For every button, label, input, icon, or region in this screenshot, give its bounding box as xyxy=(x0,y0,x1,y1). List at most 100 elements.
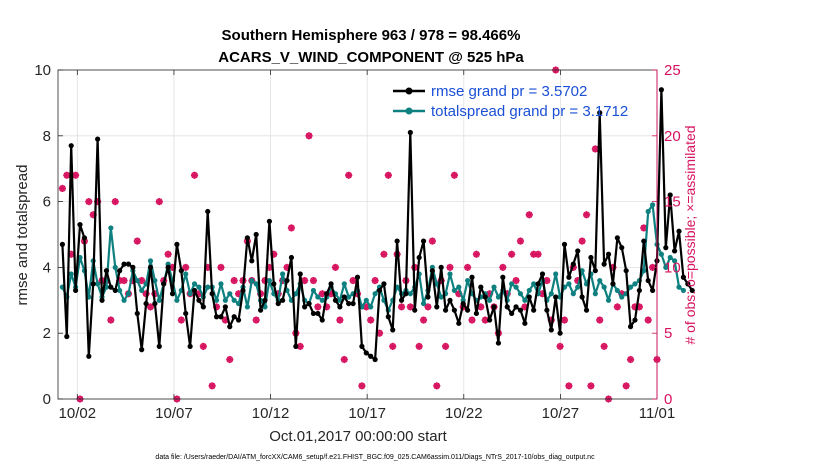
series-point-totalspread xyxy=(667,254,673,261)
series-point-rmse xyxy=(614,235,620,241)
obs-assimilated-stroke xyxy=(226,356,233,363)
series-point-rmse xyxy=(491,304,497,310)
series-point-rmse xyxy=(174,241,180,247)
series-point-rmse xyxy=(161,281,167,287)
series-point-totalspread xyxy=(341,281,347,287)
series-point-rmse xyxy=(108,284,114,290)
series-point-rmse xyxy=(209,291,215,297)
obs-assimilated-marker xyxy=(596,316,604,324)
series-point-rmse xyxy=(575,248,581,254)
series-point-rmse xyxy=(658,87,664,93)
series-point-rmse xyxy=(130,264,136,270)
obs-assimilated-stroke xyxy=(446,264,454,271)
series-point-rmse xyxy=(495,340,502,346)
obs-assimilated-stroke xyxy=(587,382,594,389)
series-point-rmse xyxy=(416,254,422,261)
obs-assimilated-marker xyxy=(85,198,93,206)
series-point-rmse xyxy=(257,307,264,313)
obs-assimilated-marker xyxy=(565,382,573,390)
series-point-totalspread xyxy=(231,297,237,303)
obs-assimilated-stroke xyxy=(121,277,128,284)
series-point-totalspread xyxy=(205,284,211,290)
series-point-rmse xyxy=(649,287,656,294)
x-tick-label: 10/17 xyxy=(348,405,386,422)
series-lines xyxy=(59,87,695,363)
obs-assimilated-stroke xyxy=(147,303,154,310)
series-point-rmse xyxy=(601,261,607,267)
obs-assimilated-marker xyxy=(63,171,71,179)
series-point-totalspread xyxy=(680,287,687,294)
obs-assimilated-marker xyxy=(600,342,608,350)
obs-assimilated-stroke xyxy=(134,238,141,245)
obs-assimilated-marker xyxy=(349,276,357,285)
series-point-rmse xyxy=(465,307,471,313)
series-point-totalspread xyxy=(513,284,519,290)
series-point-rmse xyxy=(266,218,273,224)
obs-assimilated-marker xyxy=(543,276,551,285)
series-point-totalspread xyxy=(420,300,427,307)
obs-assimilated-marker xyxy=(419,316,428,324)
obs-assimilated-stroke xyxy=(358,382,365,389)
obs-assimilated-stroke xyxy=(442,343,449,350)
obs-assimilated-marker xyxy=(252,316,260,324)
obs-assimilated-stroke xyxy=(284,264,291,271)
obs-assimilated-marker xyxy=(468,316,476,324)
obs-assimilated-stroke xyxy=(477,303,484,310)
obs-assimilated-marker xyxy=(626,355,635,364)
series-point-rmse xyxy=(680,274,687,280)
series-point-rmse xyxy=(412,307,418,313)
obs-assimilated-stroke xyxy=(433,382,440,389)
obs-assimilated-marker xyxy=(133,237,141,245)
legend-rmse-label: rmse grand pr = 3.5702 xyxy=(431,83,587,100)
series-point-rmse xyxy=(117,268,123,274)
series-point-rmse xyxy=(605,251,612,257)
obs-assimilated-marker xyxy=(516,237,525,245)
series-point-totalspread xyxy=(227,291,233,297)
obs-assimilated-stroke xyxy=(372,277,379,284)
obs-assimilated-stroke xyxy=(367,317,374,324)
y-tick-label-right: 25 xyxy=(664,62,681,79)
obs-assimilated-marker xyxy=(120,276,128,285)
obs-assimilated-marker xyxy=(190,171,199,179)
series-point-rmse xyxy=(354,274,361,280)
obs-assimilated-marker xyxy=(578,237,586,245)
series-point-rmse xyxy=(86,353,92,359)
obs-assimilated-stroke xyxy=(363,303,370,310)
series-point-totalspread xyxy=(187,291,193,297)
obs-assimilated-stroke xyxy=(319,290,326,297)
obs-assimilated-marker xyxy=(107,316,115,324)
obs-assimilated-stroke xyxy=(385,172,392,179)
obs-assimilated-stroke xyxy=(165,251,172,258)
series-point-rmse xyxy=(222,304,228,310)
series-point-rmse xyxy=(213,314,220,320)
series-point-rmse xyxy=(526,294,532,300)
series-point-rmse xyxy=(288,254,295,261)
series-point-rmse xyxy=(73,287,79,294)
series-point-totalspread xyxy=(319,297,325,303)
series-point-totalspread xyxy=(174,297,180,303)
x-tick-label: 11/01 xyxy=(639,405,675,422)
series-point-rmse xyxy=(187,343,193,349)
series-point-rmse xyxy=(553,294,559,300)
series-point-rmse xyxy=(398,297,405,303)
series-point-rmse xyxy=(632,317,638,323)
obs-assimilated-marker xyxy=(415,342,423,350)
series-point-totalspread xyxy=(517,291,524,297)
obs-assimilated-marker xyxy=(499,263,507,271)
series-point-rmse xyxy=(548,327,554,333)
series-point-rmse xyxy=(561,241,568,247)
obs-assimilated-marker xyxy=(582,211,591,219)
obs-assimilated-stroke xyxy=(565,382,572,389)
series-point-totalspread xyxy=(310,287,317,294)
series-point-rmse xyxy=(368,353,374,359)
obs-assimilated-stroke xyxy=(389,343,396,350)
obs-assimilated-marker xyxy=(155,198,163,206)
obs-assimilated-marker xyxy=(305,132,313,140)
obs-assimilated-stroke xyxy=(178,317,185,324)
y-tick-label: 10 xyxy=(34,62,51,79)
series-point-rmse xyxy=(372,356,378,363)
y-tick-label-right: 15 xyxy=(664,194,681,211)
series-point-totalspread xyxy=(249,277,255,284)
series-point-rmse xyxy=(169,291,176,297)
